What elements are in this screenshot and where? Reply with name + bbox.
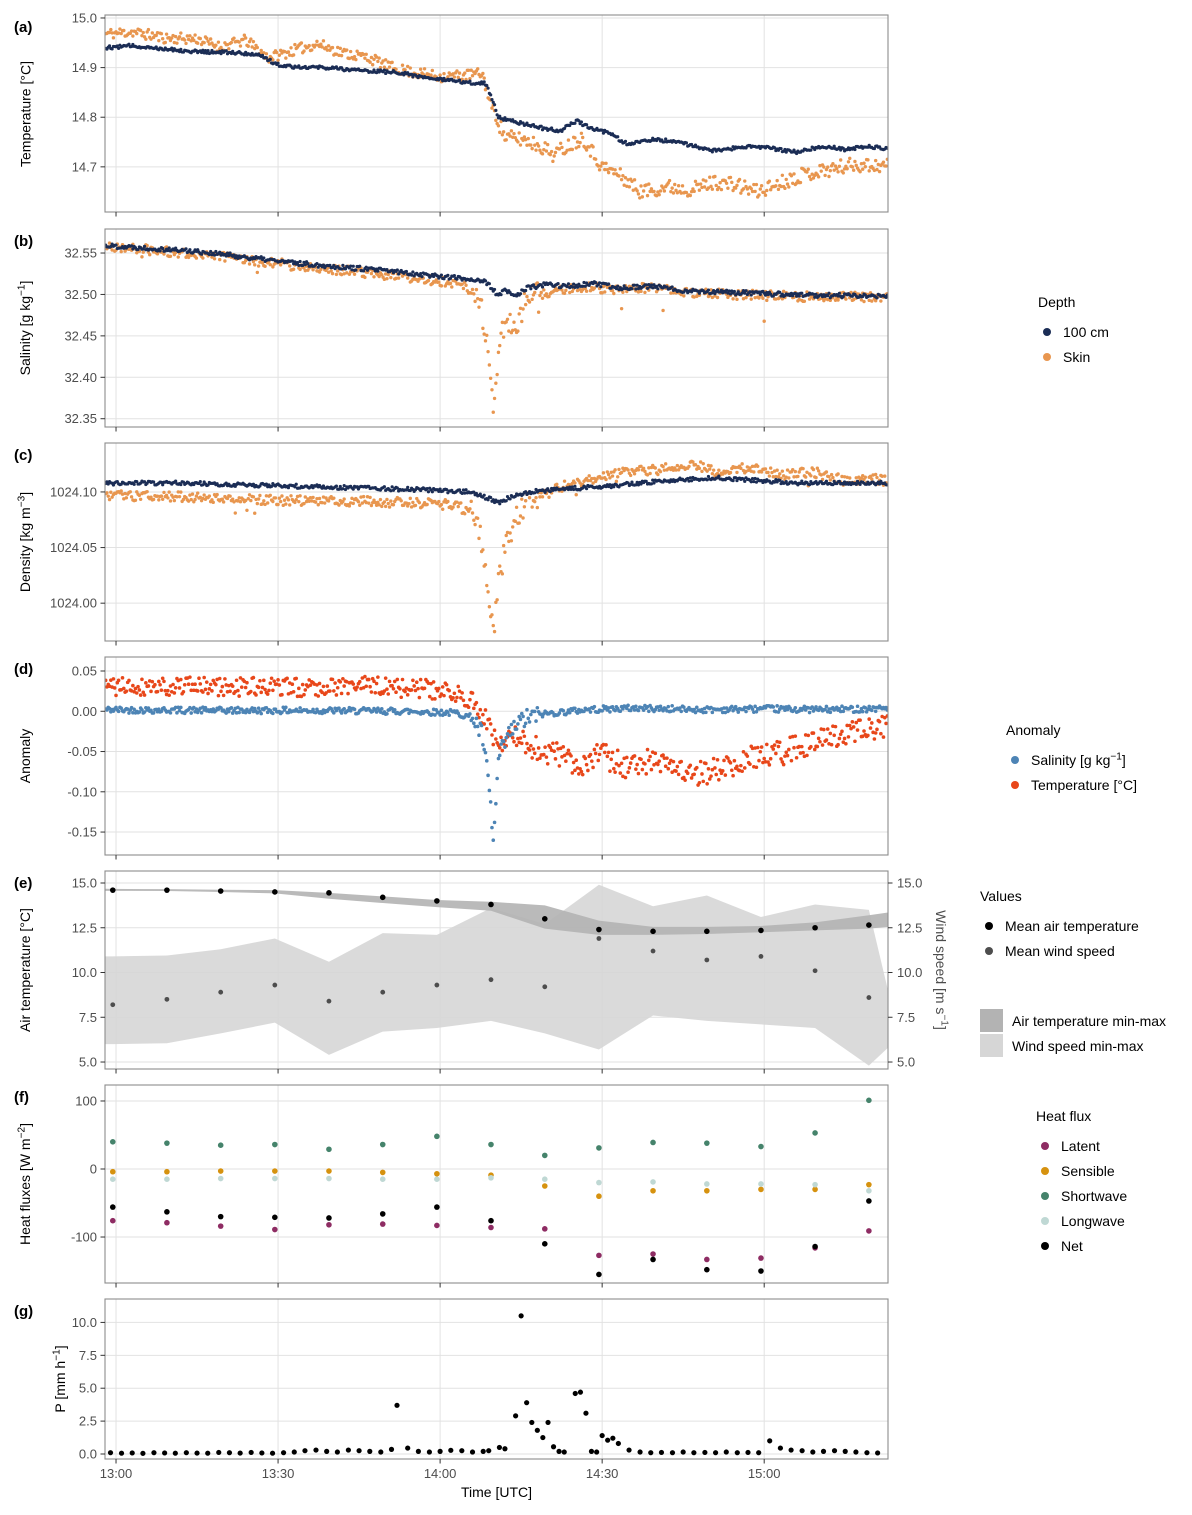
legend-item-label: Wind speed min-max — [1012, 1037, 1144, 1054]
legend-key-dot-icon — [1041, 1141, 1049, 1150]
legend-key-dot-icon — [1041, 1216, 1049, 1225]
legend-item-label: Shortwave — [1061, 1187, 1128, 1204]
panel-d-tag: (d) — [14, 661, 34, 678]
legend-key-dot-icon — [985, 946, 993, 955]
legend-item-temperature-c: Temperature [°C] — [1006, 772, 1137, 797]
legend-item-air-temperature-min-max: Air temperature min-max — [980, 1008, 1166, 1033]
legend-key-dot-icon — [1041, 1166, 1049, 1175]
svg-text:1024.05: 1024.05 — [50, 540, 97, 555]
legend-item-label: 100 cm — [1063, 323, 1109, 340]
legend-item-shortwave: Shortwave — [1036, 1183, 1127, 1208]
legend-item-net: Net — [1036, 1233, 1127, 1258]
legend-item-label: Skin — [1063, 348, 1091, 365]
legend-depth-title: Depth — [1038, 294, 1076, 310]
legend-values-title: Values — [980, 888, 1022, 904]
legend-anomaly-title: Anomaly — [1006, 722, 1061, 738]
svg-text:1024.00: 1024.00 — [50, 596, 97, 611]
legend-anomaly-items: Salinity [g kg−1] Temperature [°C] — [1006, 747, 1137, 797]
legend-depth-items: 100 cm Skin — [1038, 319, 1109, 369]
svg-text:32.40: 32.40 — [64, 370, 97, 385]
svg-text:1024.10: 1024.10 — [50, 484, 97, 499]
legend-values: Values Mean air temperature Mean wind spe… — [980, 888, 1139, 963]
legend-item-sensible: Sensible — [1036, 1158, 1127, 1183]
svg-text:32.55: 32.55 — [64, 246, 97, 261]
panel-e-plot: 15.012.510.07.55.015.012.510.07.55.0 — [72, 870, 922, 1074]
legend-key-dot-icon — [1011, 755, 1019, 764]
svg-text:32.45: 32.45 — [64, 328, 97, 343]
svg-text:15.0: 15.0 — [72, 10, 97, 25]
legend-item-skin: Skin — [1038, 344, 1109, 369]
legend-item-label: Latent — [1061, 1137, 1100, 1154]
svg-text:14.7: 14.7 — [72, 159, 97, 174]
legend-key-dot-icon — [1041, 1241, 1049, 1250]
legend-item-label: Air temperature min-max — [1012, 1012, 1167, 1029]
panel-g-plot: 10.07.55.02.50.013:00 13:30 14:00 14:30 15:0… — [72, 1298, 889, 1481]
legend-key-dot-icon — [1011, 780, 1019, 789]
legend-heat-flux: Heat flux Latent Sensible Shortwave Longwav… — [1036, 1108, 1127, 1258]
svg-text:32.35: 32.35 — [64, 411, 97, 426]
legend-key-dot-icon — [985, 921, 993, 930]
legend-item-100-cm: 100 cm — [1038, 319, 1109, 344]
legend-item-label: Mean air temperature — [1005, 917, 1139, 934]
legend-ribbons-items: Air temperature min-max Wind speed min-ma… — [980, 1008, 1166, 1058]
legend-depth: Depth 100 cm Skin — [1038, 294, 1109, 369]
panel-f-tag: (f) — [14, 1089, 29, 1106]
legend-item-latent: Latent — [1036, 1133, 1127, 1158]
legend-item-label: Mean wind speed — [1005, 942, 1115, 959]
panel-e-tag: (e) — [14, 875, 33, 892]
legend-swatch — [980, 1009, 1003, 1032]
legend-swatch — [980, 1034, 1003, 1057]
legend-values-items: Mean air temperature Mean wind speed — [980, 913, 1139, 963]
panel-a-tag: (a) — [14, 19, 33, 36]
legend-item-label: Sensible — [1061, 1162, 1115, 1179]
legend-item-mean-wind-speed: Mean wind speed — [980, 938, 1139, 963]
legend-key-dot-icon — [1043, 327, 1051, 336]
panel-a-plot: 15.0 14.9 14.8 14.7 — [72, 10, 889, 217]
legend-item-longwave: Longwave — [1036, 1208, 1127, 1233]
legend-heat-flux-items: Latent Sensible Shortwave Longwave Net — [1036, 1133, 1127, 1258]
legend-item-wind-speed-min-max: Wind speed min-max — [980, 1033, 1166, 1058]
legend-item-label: Net — [1061, 1237, 1083, 1254]
svg-text:32.50: 32.50 — [64, 287, 97, 302]
legend-heat-flux-title: Heat flux — [1036, 1108, 1092, 1124]
legend-item-label: Longwave — [1061, 1212, 1125, 1229]
panel-c-plot: 1024.10 1024.05 1024.00 — [50, 442, 889, 646]
svg-text:14.8: 14.8 — [72, 110, 97, 125]
legend-item-label: Salinity [g kg−1] — [1031, 750, 1126, 768]
legend-key-dot-icon — [1043, 352, 1051, 361]
panel-b-plot: 32.55 32.50 32.45 32.40 32.35 — [64, 228, 889, 432]
x-axis-title: Time [UTC] — [460, 1484, 533, 1500]
panel-d-plot: 0.050.00-0.05-0.10-0.15 — [67, 656, 889, 860]
panel-c-tag: (c) — [14, 447, 33, 464]
legend-key-dot-icon — [1041, 1191, 1049, 1200]
legend-item-label: Temperature [°C] — [1031, 776, 1137, 793]
legend-item-salinity-g-kg-1: Salinity [g kg−1] — [1006, 747, 1137, 772]
legend-anomaly: Anomaly Salinity [g kg−1] Temperature [°C… — [1006, 722, 1137, 797]
panel-b-tag: (b) — [14, 233, 34, 250]
legend-item-mean-air-temperature: Mean air temperature — [980, 913, 1139, 938]
legend-ribbons: Air temperature min-max Wind speed min-ma… — [980, 1008, 1166, 1058]
svg-text:14.9: 14.9 — [72, 60, 97, 75]
panel-g-tag: (g) — [14, 1303, 34, 1320]
